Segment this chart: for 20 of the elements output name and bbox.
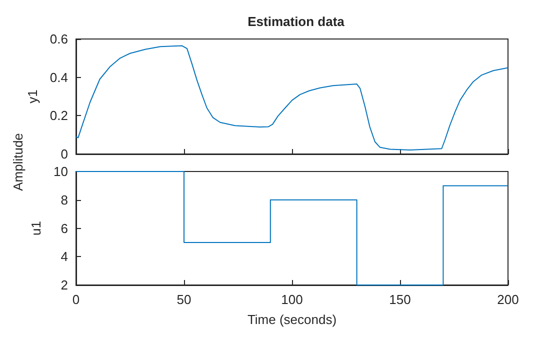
y-tick-label: 2 [60, 278, 68, 292]
y-tick-label: 0.2 [50, 108, 68, 124]
line-series [76, 45, 508, 150]
y-tick-label: 0 [60, 146, 68, 162]
x-tick-label: 0 [72, 292, 80, 307]
y-tick-label: 10 [54, 164, 68, 179]
chart-title: Estimation data [248, 14, 346, 29]
y-tick-label: 6 [60, 220, 68, 236]
x-tick-label: 150 [389, 292, 411, 307]
y-tick-label: 4 [60, 249, 68, 264]
y-axis-title: y1 [25, 90, 40, 104]
y-tick-label: 8 [60, 192, 68, 208]
x-tick-label: 100 [281, 292, 303, 307]
x-tick-label: 200 [497, 292, 519, 307]
x-axis-title: Time (seconds) [247, 312, 337, 327]
y-tick-label: 0.6 [50, 32, 68, 46]
y-tick-label: 0.4 [50, 70, 68, 85]
y-axis-title: u1 [28, 221, 44, 236]
x-tick-label: 50 [176, 292, 192, 307]
text: Amplitude [10, 133, 26, 191]
